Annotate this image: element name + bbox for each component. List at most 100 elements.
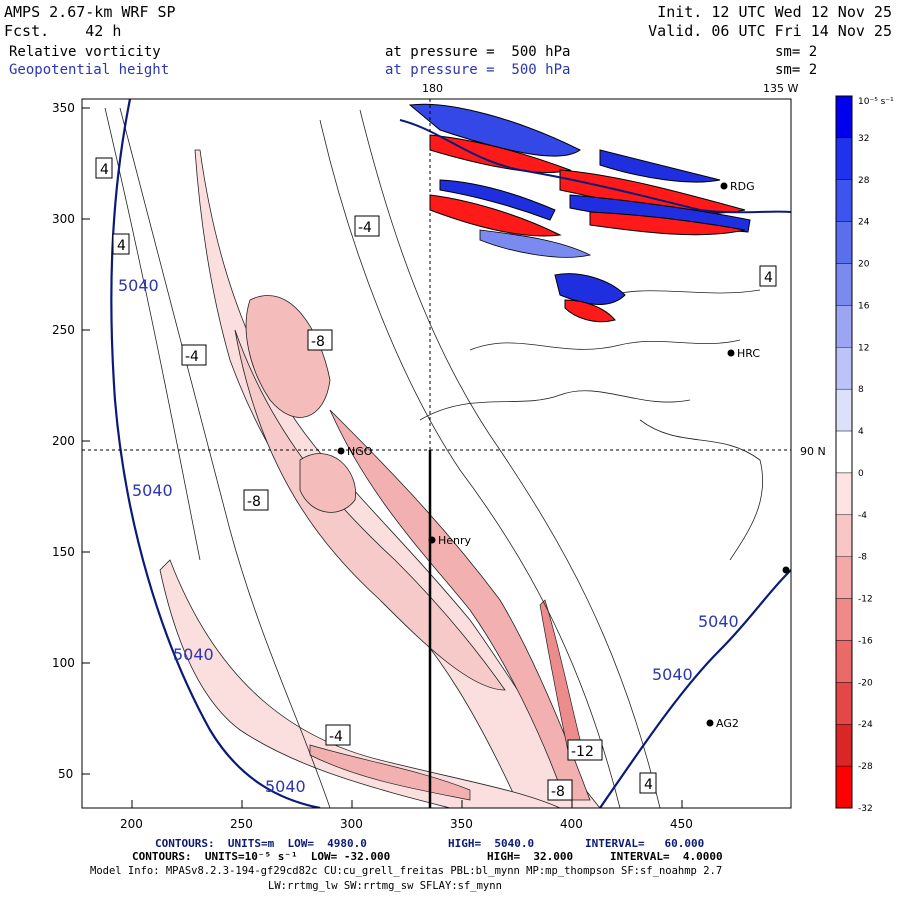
init-time: Init. 12 UTC Wed 12 Nov 25 <box>657 3 892 21</box>
field2-level: at pressure = 500 hPa <box>385 62 571 78</box>
forecast-hour: Fcst. 42 h <box>4 22 122 40</box>
colorbar-swatch <box>835 430 853 474</box>
svg-text:-4: -4 <box>185 349 199 365</box>
x-tick-label: 350 <box>450 817 473 831</box>
colorbar-label: 8 <box>858 385 864 395</box>
svg-text:-8: -8 <box>311 334 325 350</box>
svg-text:-4: -4 <box>358 220 372 236</box>
colorbar-swatch <box>835 263 853 306</box>
valid-time: Valid. 06 UTC Fri 14 Nov 25 <box>648 22 892 40</box>
svg-text:4: 4 <box>117 238 126 254</box>
colorbar-swatch <box>835 472 853 516</box>
field1-level: at pressure = 500 hPa <box>385 44 571 60</box>
colorbar-label: 32 <box>858 134 869 144</box>
height-label: 5040 <box>118 276 159 295</box>
height-label: 5040 <box>652 665 693 684</box>
colorbar-swatch <box>835 388 853 432</box>
y-axis: 350 300 250 200 150 100 50 <box>52 101 75 781</box>
station-marker <box>337 447 345 455</box>
colorbar-swatch <box>835 95 853 139</box>
colorbar-swatch <box>835 682 853 725</box>
svg-text:4: 4 <box>644 777 653 793</box>
footer-height-high: HIGH= 5040.0 <box>448 837 535 850</box>
station-label: NGO <box>347 445 373 458</box>
colorbar-swatch <box>835 347 853 390</box>
x-tick-label: 200 <box>120 817 143 831</box>
y-tick-label: 300 <box>52 212 75 226</box>
vort-label: -4 <box>325 724 351 746</box>
colorbar-swatch <box>835 221 853 264</box>
colorbar-swatch <box>835 640 853 683</box>
vorticity-field <box>104 103 764 808</box>
colorbar-swatch <box>835 179 853 222</box>
colorbar-swatch <box>835 765 853 809</box>
colorbar: 32 28 24 20 16 12 8 4 0 -4 -8 -12 -16 -20 -24 -28 -32 <box>835 95 873 814</box>
station-label: RDG <box>730 180 755 193</box>
y-tick-label: 100 <box>52 656 75 670</box>
footer-height-interval: INTERVAL= 60.000 <box>585 837 705 850</box>
station-label: AG2 <box>716 717 739 730</box>
vort-label: -4 <box>354 215 380 237</box>
colorbar-label: 16 <box>858 301 870 311</box>
x-tick-label: 300 <box>340 817 363 831</box>
x-tick-label: 250 <box>230 817 253 831</box>
station-marker <box>727 349 735 357</box>
footer-radiation-info: LW:rrtmg_lw SW:rrtmg_sw SFLAY:sf_mynn <box>268 880 502 892</box>
field1-name: Relative vorticity <box>9 44 161 60</box>
lon-135w-label: 135 W <box>763 82 798 95</box>
y-tick-label: 150 <box>52 545 75 559</box>
vort-label: -8 <box>307 329 333 351</box>
vort-label-group: 4 4 -4 -4 -8 -8 -4 -12 -8 4 4 <box>95 157 777 801</box>
vort-label: 4 <box>759 265 777 287</box>
svg-text:-12: -12 <box>571 744 594 760</box>
colorbar-label: -12 <box>858 595 873 605</box>
colorbar-swatch <box>835 556 853 599</box>
y-tick-label: 350 <box>52 101 75 115</box>
vort-label: -4 <box>181 344 207 366</box>
vort-label: -12 <box>567 739 603 761</box>
colorbar-swatch <box>835 724 853 767</box>
x-tick-label: 450 <box>670 817 693 831</box>
colorbar-label: 28 <box>858 176 870 186</box>
field1-smoothing: sm= 2 <box>775 44 818 60</box>
station-marker <box>706 719 714 727</box>
y-tick-label: 50 <box>58 767 73 781</box>
colorbar-label: 24 <box>858 218 870 228</box>
vort-label: -8 <box>243 489 269 511</box>
colorbar-label: -24 <box>858 720 873 730</box>
colorbar-label: 12 <box>858 343 869 353</box>
colorbar-label: -32 <box>858 804 873 814</box>
lat-90n-label: 90 N <box>800 445 826 458</box>
tick-marks <box>82 107 683 808</box>
colorbar-label: -4 <box>858 511 867 521</box>
station-marker <box>782 566 790 574</box>
colorbar-swatch <box>835 514 853 557</box>
x-tick-label: 400 <box>560 817 583 831</box>
colorbar-label: 0 <box>858 469 864 479</box>
height-label-group: 5040 5040 5040 5040 5040 5040 <box>118 276 739 796</box>
field2-name: Geopotential height <box>9 62 170 78</box>
height-label: 5040 <box>698 612 739 631</box>
colorbar-label: 4 <box>858 427 864 437</box>
colorbar-label: -28 <box>858 762 873 772</box>
station-marker <box>428 536 436 544</box>
colorbar-label: 20 <box>858 260 870 270</box>
svg-text:-4: -4 <box>329 729 343 745</box>
vort-label: 4 <box>95 157 113 179</box>
y-tick-label: 250 <box>52 323 75 337</box>
svg-text:-8: -8 <box>551 784 565 800</box>
colorbar-frame <box>835 95 853 809</box>
svg-text:-8: -8 <box>247 494 261 510</box>
footer-vort-contours: CONTOURS: UNITS=10⁻⁵ s⁻¹ LOW= -32.000 <box>132 850 391 863</box>
x-axis: 200 250 300 350 400 450 <box>120 817 693 831</box>
footer-height-contours: CONTOURS: UNITS=m LOW= 4980.0 <box>155 837 367 850</box>
colorbar-swatch <box>835 305 853 348</box>
station-label: HRC <box>737 347 760 360</box>
height-label: 5040 <box>265 777 306 796</box>
footer-vort-high: HIGH= 32.000 <box>487 850 574 863</box>
svg-text:4: 4 <box>100 162 109 178</box>
plot-frame <box>81 98 792 809</box>
colorbar-label: -20 <box>858 678 873 688</box>
field2-smoothing: sm= 2 <box>775 62 818 78</box>
